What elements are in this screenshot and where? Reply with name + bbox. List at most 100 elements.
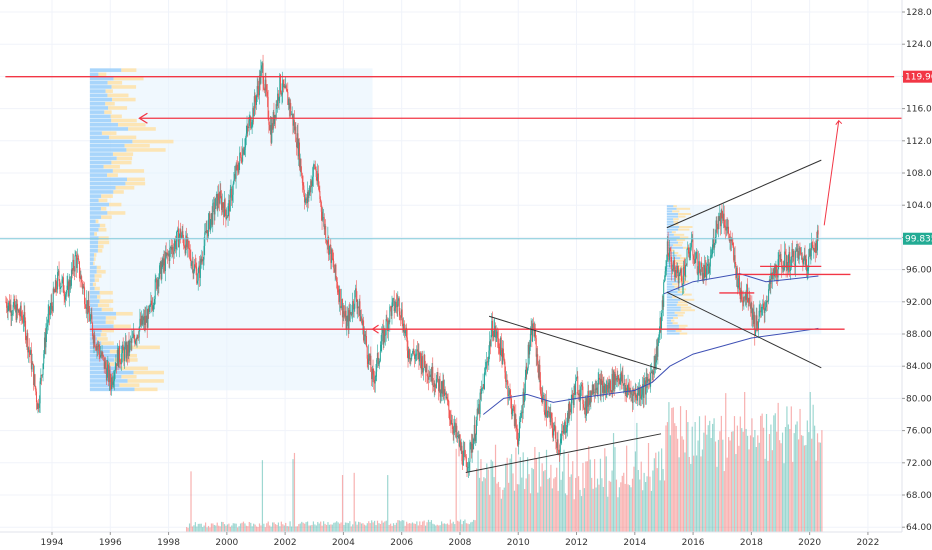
volume-bar bbox=[398, 520, 400, 532]
candle-body bbox=[575, 381, 577, 395]
profile-row-down bbox=[107, 173, 118, 177]
volume-bar bbox=[257, 526, 259, 532]
profile-row-up bbox=[666, 327, 679, 330]
candle-body bbox=[254, 96, 256, 103]
candle-body bbox=[611, 373, 613, 393]
profile-row-up bbox=[666, 210, 673, 213]
candle-body bbox=[488, 350, 490, 362]
volume-bar bbox=[210, 523, 213, 532]
profile-row-down bbox=[673, 252, 679, 254]
candle-body bbox=[255, 102, 257, 105]
candle-body bbox=[367, 358, 369, 364]
candle-body bbox=[18, 310, 20, 315]
candle-body bbox=[122, 344, 124, 351]
volume-bar bbox=[748, 449, 750, 532]
volume-bar bbox=[194, 522, 196, 532]
candle-body bbox=[245, 137, 247, 148]
candle-body bbox=[129, 341, 131, 353]
profile-row-up bbox=[89, 110, 105, 114]
profile-row-down bbox=[111, 160, 132, 165]
candle-body bbox=[194, 264, 196, 267]
candle-body bbox=[159, 265, 161, 278]
volume-bar bbox=[258, 523, 261, 532]
volume-bar bbox=[199, 523, 201, 532]
profile-row-up bbox=[89, 244, 99, 249]
volume-bar bbox=[215, 525, 217, 532]
candle-body bbox=[639, 388, 641, 399]
profile-row-up bbox=[89, 135, 109, 140]
candle-body bbox=[61, 279, 63, 287]
candle-body bbox=[65, 292, 67, 295]
x-tick-label: 1994 bbox=[41, 538, 64, 548]
x-tick-label: 2008 bbox=[449, 538, 472, 548]
profile-row-down bbox=[680, 309, 695, 312]
volume-bar bbox=[337, 522, 339, 532]
candle-body bbox=[330, 244, 332, 263]
volume-bar bbox=[797, 439, 800, 532]
candle-body bbox=[551, 418, 553, 429]
candle-body bbox=[256, 86, 258, 96]
candle-body bbox=[113, 380, 115, 382]
volume-bar bbox=[497, 481, 500, 532]
volume-bar bbox=[261, 460, 264, 532]
profile-row-down bbox=[133, 370, 164, 375]
candle-body bbox=[697, 272, 699, 274]
candle-body bbox=[331, 249, 333, 263]
candle-body bbox=[644, 380, 646, 386]
candle-body bbox=[749, 304, 751, 309]
candle-body bbox=[559, 442, 561, 453]
candle-body bbox=[364, 334, 366, 337]
candle-body bbox=[56, 289, 58, 290]
candle-body bbox=[11, 314, 13, 316]
candle-body bbox=[768, 289, 770, 301]
candle-body bbox=[208, 213, 210, 220]
volume-bar bbox=[502, 489, 504, 532]
volume-bar bbox=[245, 525, 247, 532]
candle-body bbox=[170, 246, 172, 248]
volume-bar bbox=[385, 520, 387, 532]
candle-body bbox=[455, 425, 457, 433]
candle-body bbox=[797, 251, 799, 260]
candle-body bbox=[752, 308, 754, 325]
candle-body bbox=[326, 241, 328, 244]
candle-body bbox=[414, 355, 416, 359]
candle-body bbox=[113, 372, 115, 381]
profile-row-down bbox=[105, 316, 117, 320]
candle-body bbox=[408, 349, 410, 359]
candle-body bbox=[86, 300, 88, 315]
profile-row-down bbox=[111, 118, 137, 123]
candle-body bbox=[595, 388, 597, 390]
candle-body bbox=[379, 351, 381, 362]
candle-body bbox=[310, 181, 312, 193]
candle-body bbox=[545, 400, 547, 418]
volume-bar bbox=[617, 497, 619, 532]
candle-body bbox=[245, 133, 247, 138]
volume-bar bbox=[293, 452, 296, 532]
candle-body bbox=[415, 354, 417, 356]
candle-body bbox=[349, 311, 351, 315]
candle-body bbox=[93, 335, 95, 344]
candle-body bbox=[624, 383, 626, 395]
candle-body bbox=[788, 252, 790, 263]
candle-body bbox=[613, 370, 615, 389]
profile-row-up bbox=[89, 173, 108, 177]
candle-body bbox=[226, 217, 228, 219]
profile-row-up bbox=[89, 198, 99, 203]
profile-row-down bbox=[127, 177, 145, 182]
candle-body bbox=[516, 425, 518, 430]
volume-bar bbox=[550, 464, 552, 532]
volume-bar bbox=[314, 524, 316, 532]
candle-body bbox=[641, 394, 643, 397]
candle-body bbox=[694, 259, 696, 264]
candle-body bbox=[610, 391, 612, 393]
candle-body bbox=[16, 303, 18, 320]
candle-body bbox=[263, 88, 265, 91]
candle-body bbox=[121, 344, 123, 354]
profile-area bbox=[666, 205, 822, 334]
profile-row-up bbox=[89, 299, 100, 303]
candle-body bbox=[501, 349, 503, 365]
volume-bar bbox=[255, 526, 258, 532]
candle-body bbox=[620, 372, 622, 378]
profile-row-up bbox=[89, 85, 112, 89]
volume-bar bbox=[445, 524, 447, 532]
